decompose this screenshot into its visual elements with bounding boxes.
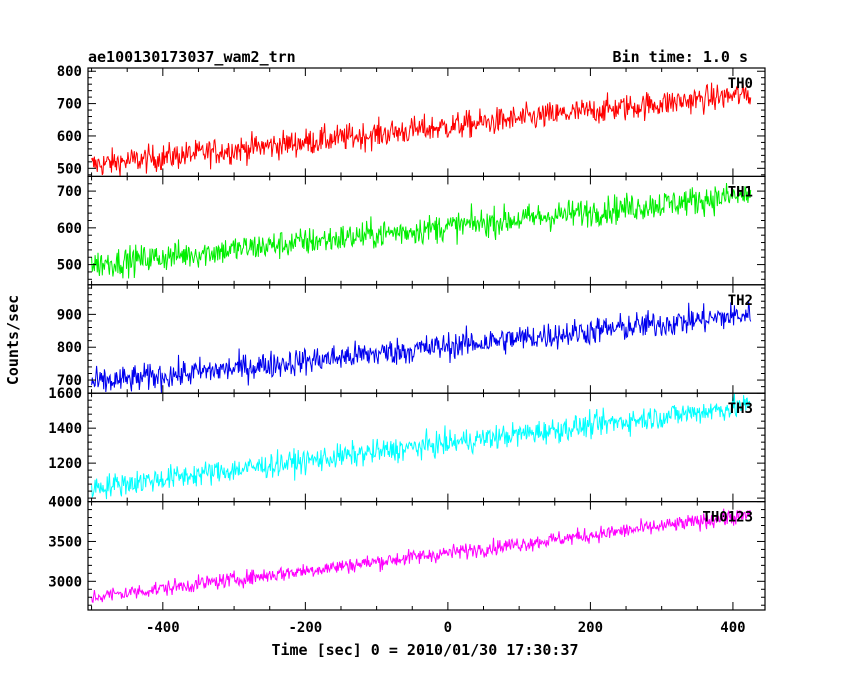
bin-time-label: Bin time: 1.0 s — [613, 48, 748, 66]
panel-label: TH2 — [728, 293, 753, 309]
series-line-th1 — [91, 182, 752, 279]
series-line-th0123 — [91, 508, 752, 603]
x-tick-label: 200 — [578, 620, 603, 636]
plot-title: ae100130173037_wam2_trn — [88, 48, 296, 66]
y-axis-label: Counts/sec — [4, 295, 22, 385]
x-tick-label: -400 — [146, 620, 180, 636]
y-tick-label: 500 — [57, 258, 82, 274]
panel-frame — [87, 392, 766, 503]
panel-th1: 500 600 700 TH1 — [57, 175, 766, 286]
series-line-th2 — [91, 300, 752, 394]
y-tick-label: 700 — [57, 184, 82, 200]
panel-label: TH0 — [728, 76, 753, 92]
x-axis-label: Time [sec] 0 = 2010/01/30 17:30:37 — [271, 641, 578, 659]
x-tick-label: 400 — [720, 620, 745, 636]
y-tick-label: 800 — [57, 64, 82, 80]
y-tick-label: 700 — [57, 97, 82, 113]
x-tick-label: -200 — [288, 620, 322, 636]
panel-th0: 500 600 700 800 TH0 — [57, 64, 766, 178]
panel-label: TH1 — [728, 184, 753, 200]
panel-th2: 700 800 900 TH2 — [57, 284, 766, 394]
x-tick-label: 0 — [444, 620, 452, 636]
y-tick-label: 1400 — [48, 421, 82, 437]
y-tick-label: 3500 — [48, 534, 82, 550]
y-tick-label: 700 — [57, 373, 82, 389]
y-tick-label: 1200 — [48, 456, 82, 472]
y-tick-label: 600 — [57, 129, 82, 145]
series-line-th0 — [91, 79, 752, 177]
y-tick-label: 800 — [57, 340, 82, 356]
y-tick-label: 3000 — [48, 574, 82, 590]
y-tick-label: 600 — [57, 221, 82, 237]
panel-frame — [87, 67, 766, 178]
panel-th0123: 3000 3500 4000 TH0123 — [48, 495, 766, 611]
y-tick-label: 500 — [57, 161, 82, 177]
panel-frame — [87, 501, 766, 611]
series-line-th3 — [91, 393, 752, 500]
panel-frame — [87, 175, 766, 286]
y-tick-label: 4000 — [48, 495, 82, 511]
y-tick-label: 900 — [57, 307, 82, 323]
panel-label: TH3 — [728, 401, 753, 417]
panels: 500 600 700 800 TH0 500 600 700 TH1 700 800 900 TH2 1… — [48, 64, 766, 636]
y-tick-label: 1600 — [48, 386, 82, 402]
panel-label: TH0123 — [702, 510, 753, 526]
panel-th3: 1200 1400 1600 TH3 — [48, 386, 766, 503]
